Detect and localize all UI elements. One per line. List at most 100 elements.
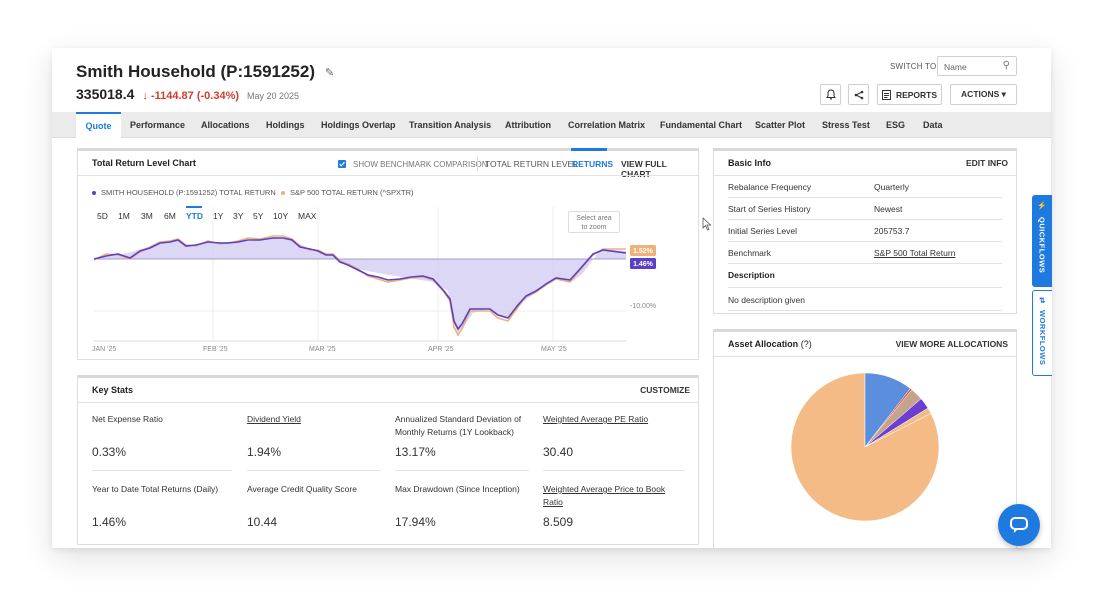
description-heading: Description xyxy=(728,270,775,280)
stat-label-std-dev: Annualized Standard Deviation of Monthly… xyxy=(395,414,522,437)
tab-performance[interactable]: Performance xyxy=(130,120,186,130)
stat-label-pe-ratio[interactable]: Weighted Average PE Ratio xyxy=(543,414,649,424)
tab-esg[interactable]: ESG xyxy=(886,120,906,130)
chat-icon xyxy=(1010,517,1028,533)
tab-holdings-overlap[interactable]: Holdings Overlap xyxy=(321,120,396,130)
tab-holdings[interactable]: Holdings xyxy=(266,120,305,130)
tab-attribution[interactable]: Attribution xyxy=(505,120,551,130)
return-chart-plot[interactable]: 1.52% 1.46% -10.00% JAN '25 FEB '25 MAR … xyxy=(78,151,700,361)
tab-correlation-matrix[interactable]: Correlation Matrix xyxy=(568,120,646,130)
basic-info-panel: Basic Info EDIT INFO Rebalance Frequency… xyxy=(713,148,1017,314)
legend-benchmark-dot xyxy=(281,191,285,195)
lightning-icon: ⚡ xyxy=(1037,201,1047,211)
tab-stress-test[interactable]: Stress Test xyxy=(822,120,870,130)
info-label-initial-level: Initial Series Level xyxy=(728,226,797,236)
range-ytd[interactable]: YTD xyxy=(186,211,203,221)
tab-bar: Quote Performance Allocations Holdings H… xyxy=(52,112,1051,138)
zoom-hint-line1: Select area xyxy=(576,215,612,222)
view-full-chart-link[interactable]: VIEW FULL CHART xyxy=(621,159,667,179)
info-value-start-history: Newest xyxy=(874,204,903,214)
legend-portfolio[interactable]: SMITH HOUSEHOLD (P:1591252) TOTAL RETURN xyxy=(101,188,276,197)
asset-allocation-title-text: Asset Allocation xyxy=(728,339,799,349)
bell-icon[interactable] xyxy=(820,84,841,105)
quickflows-label: QUICKFLOWS xyxy=(1037,216,1047,273)
workflow-icon: ⇄ xyxy=(1038,297,1047,304)
stat-value-ytd-return: 1.46% xyxy=(92,515,127,529)
tab-fundamental-chart[interactable]: Fundamental Chart xyxy=(660,120,743,130)
range-max[interactable]: MAX xyxy=(298,211,317,221)
chat-button[interactable] xyxy=(998,504,1040,546)
actions-button[interactable]: ACTIONS ▾ xyxy=(950,84,1017,105)
mode-returns-tab[interactable]: RETURNS xyxy=(572,159,614,169)
tab-data[interactable]: Data xyxy=(923,120,943,130)
stat-label-max-drawdown: Max Drawdown (Since Inception) xyxy=(395,484,520,494)
benchmark-checkbox[interactable] xyxy=(338,160,346,168)
stat-label-price-to-book[interactable]: Weighted Average Price to Book Ratio xyxy=(543,484,666,507)
range-5d[interactable]: 5D xyxy=(97,211,108,221)
mouse-cursor xyxy=(702,217,712,231)
x-tick-feb: FEB '25 xyxy=(203,346,228,353)
view-more-allocations-link[interactable]: VIEW MORE ALLOCATIONS xyxy=(895,339,1008,349)
benchmark-badge xyxy=(630,245,656,256)
info-label-rebalance: Rebalance Frequency xyxy=(728,182,812,192)
document-icon xyxy=(881,89,891,100)
range-3m[interactable]: 3M xyxy=(141,211,153,221)
portfolio-value: 335018.4 xyxy=(76,86,135,102)
stat-value-price-to-book: 8.509 xyxy=(543,515,574,529)
stat-label-ytd-return: Year to Date Total Returns (Daily) xyxy=(92,484,219,494)
info-value-benchmark[interactable]: S&P 500 Total Return xyxy=(874,248,956,258)
reports-button[interactable]: REPORTS xyxy=(877,84,942,105)
search-icon: ⚲ xyxy=(1002,60,1010,71)
workflows-label: WORKFLOWS xyxy=(1038,309,1047,366)
range-10y[interactable]: 10Y xyxy=(273,211,289,221)
tab-allocations[interactable]: Allocations xyxy=(201,120,250,130)
tab-transition-analysis[interactable]: Transition Analysis xyxy=(409,120,492,130)
basic-info-title: Basic Info xyxy=(728,158,772,168)
customize-link[interactable]: CUSTOMIZE xyxy=(640,385,690,395)
x-tick-apr: APR '25 xyxy=(428,346,454,353)
mode-level-tab[interactable]: TOTAL RETURN LEVEL xyxy=(485,159,578,169)
portfolio-badge-text: 1.46% xyxy=(633,261,654,268)
benchmark-badge-text: 1.52% xyxy=(633,248,654,255)
stat-value-max-drawdown: 17.94% xyxy=(395,515,436,529)
tab-quote[interactable]: Quote xyxy=(76,112,121,138)
pencil-icon[interactable]: ✎ xyxy=(325,66,335,79)
zoom-hint: Select area to zoom xyxy=(568,211,620,233)
allocation-slice-1[interactable] xyxy=(790,372,940,522)
stat-value-credit-quality: 10.44 xyxy=(247,515,278,529)
drawdown-area xyxy=(94,237,626,333)
range-3y[interactable]: 3Y xyxy=(233,211,244,221)
range-1m[interactable]: 1M xyxy=(118,211,130,221)
help-icon[interactable]: (?) xyxy=(800,339,812,349)
legend-portfolio-dot xyxy=(92,191,96,195)
legend-benchmark[interactable]: S&P 500 TOTAL RETURN (^SPXTR) xyxy=(290,188,414,197)
asset-allocation-panel: Asset Allocation (?) VIEW MORE ALLOCATIO… xyxy=(713,329,1017,548)
switch-search-placeholder: Name xyxy=(944,62,967,72)
switch-search-input[interactable]: Name ⚲ xyxy=(937,56,1017,76)
info-label-start-history: Start of Series History xyxy=(728,204,811,214)
stat-label-net-expense: Net Expense Ratio xyxy=(92,414,163,424)
actions-label: ACTIONS ▾ xyxy=(961,89,1006,99)
x-tick-jan: JAN '25 xyxy=(92,346,116,353)
zoom-hint-line2: to zoom xyxy=(581,224,607,231)
x-tick-mar: MAR '25 xyxy=(309,346,336,353)
stat-value-pe-ratio: 30.40 xyxy=(543,445,574,459)
range-1y[interactable]: 1Y xyxy=(213,211,224,221)
tab-scatter-plot[interactable]: Scatter Plot xyxy=(755,120,806,130)
stat-label-dividend-yield[interactable]: Dividend Yield xyxy=(247,414,301,424)
portfolio-series-line xyxy=(93,237,627,331)
range-6m[interactable]: 6M xyxy=(164,211,176,221)
range-5y[interactable]: 5Y xyxy=(253,211,264,221)
allocation-pie-chart[interactable] xyxy=(790,372,940,522)
stat-value-net-expense: 0.33% xyxy=(92,445,127,459)
return-chart-title: Total Return Level Chart xyxy=(92,158,196,168)
reports-label: REPORTS xyxy=(895,89,938,100)
share-icon[interactable] xyxy=(848,84,869,105)
quickflows-tab[interactable]: ⚡ QUICKFLOWS xyxy=(1032,195,1052,287)
portfolio-card: Smith Household (P:1591252) ✎ 335018.4 ↓… xyxy=(52,48,1051,548)
edit-info-link[interactable]: EDIT INFO xyxy=(965,158,1008,168)
allocation-slice-6[interactable] xyxy=(864,407,932,448)
page-header: Smith Household (P:1591252) ✎ 335018.4 ↓… xyxy=(52,48,1051,112)
workflows-tab[interactable]: ⇄ WORKFLOWS xyxy=(1032,290,1052,376)
benchmark-toggle-label: SHOW BENCHMARK COMPARISON xyxy=(353,160,488,169)
